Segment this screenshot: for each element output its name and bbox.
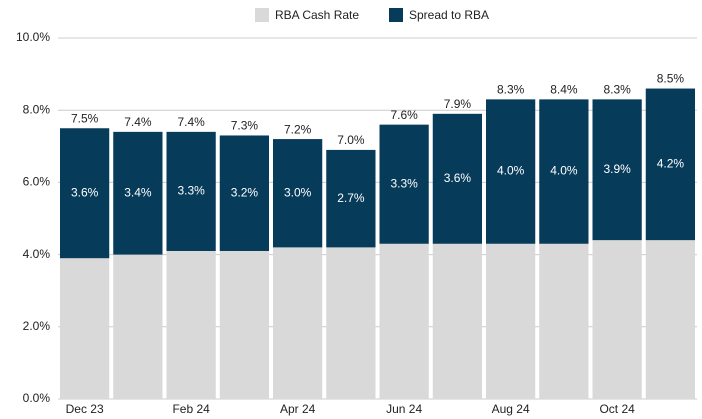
- bar-segment: [432, 113, 482, 244]
- x-tick-label: Aug 24: [492, 402, 530, 416]
- y-tick-label: 6.0%: [23, 175, 51, 189]
- bar-segment: [486, 243, 536, 399]
- y-tick-label: 0.0%: [23, 391, 51, 405]
- bar-segment: [273, 247, 323, 399]
- x-tick-label: Apr 24: [280, 402, 316, 416]
- bar-value-label: 3.6%: [71, 185, 99, 199]
- bar-value-label: 3.2%: [231, 185, 259, 199]
- bar-segment: [326, 247, 376, 399]
- bar-segment: [166, 131, 216, 251]
- bar-segment: [166, 250, 216, 399]
- y-tick-label: 4.0%: [23, 247, 51, 261]
- total-label: 7.5%: [71, 111, 99, 125]
- bar-segment: [60, 258, 110, 399]
- bar-segment: [326, 149, 376, 248]
- bar-segment: [113, 131, 163, 255]
- total-label: 7.9%: [444, 97, 472, 111]
- bar-segment: [273, 139, 323, 248]
- bar-segment: [379, 124, 429, 244]
- bar-value-label: 2.7%: [337, 191, 365, 205]
- bar-value-label: 4.2%: [657, 157, 685, 171]
- x-tick-label: Dec 23: [66, 402, 104, 416]
- bar-segment: [592, 240, 642, 399]
- bar-value-label: 3.0%: [284, 185, 312, 199]
- total-label: 7.4%: [124, 115, 152, 129]
- x-tick-label: Jun 24: [386, 402, 422, 416]
- bar-segment: [645, 240, 695, 399]
- y-tick-label: 8.0%: [23, 102, 51, 116]
- bar-segment: [486, 99, 536, 244]
- bar-value-label: 3.3%: [177, 184, 205, 198]
- legend-swatch: [389, 8, 403, 22]
- total-label: 7.0%: [337, 133, 365, 147]
- legend-label: RBA Cash Rate: [275, 8, 359, 22]
- bar-segment: [219, 250, 269, 399]
- total-label: 8.5%: [657, 72, 685, 86]
- bar-segment: [113, 254, 163, 399]
- bar-value-label: 3.4%: [124, 185, 152, 199]
- bar-segment: [592, 99, 642, 241]
- bar-segment: [645, 88, 695, 241]
- bar-segment: [60, 128, 110, 259]
- total-label: 8.3%: [603, 83, 631, 97]
- x-tick-label: Feb 24: [172, 402, 210, 416]
- bar-segment: [379, 243, 429, 399]
- total-label: 7.6%: [390, 108, 418, 122]
- total-label: 7.3%: [231, 119, 259, 133]
- bar-value-label: 3.9%: [603, 162, 631, 176]
- total-label: 7.4%: [177, 115, 205, 129]
- bar-value-label: 3.3%: [390, 176, 418, 190]
- total-label: 8.3%: [497, 83, 525, 97]
- bar-segment: [219, 135, 269, 251]
- y-tick-label: 2.0%: [23, 319, 51, 333]
- legend-swatch: [255, 8, 269, 22]
- bar-value-label: 3.6%: [444, 171, 472, 185]
- bar-segment: [539, 99, 589, 244]
- total-label: 8.4%: [550, 83, 578, 97]
- bar-value-label: 4.0%: [550, 164, 578, 178]
- y-tick-label: 10.0%: [16, 30, 50, 44]
- bar-segment: [432, 243, 482, 399]
- bar-value-label: 4.0%: [497, 164, 525, 178]
- x-tick-label: Oct 24: [599, 402, 635, 416]
- bar-segment: [539, 243, 589, 399]
- legend-label: Spread to RBA: [409, 8, 489, 22]
- total-label: 7.2%: [284, 122, 312, 136]
